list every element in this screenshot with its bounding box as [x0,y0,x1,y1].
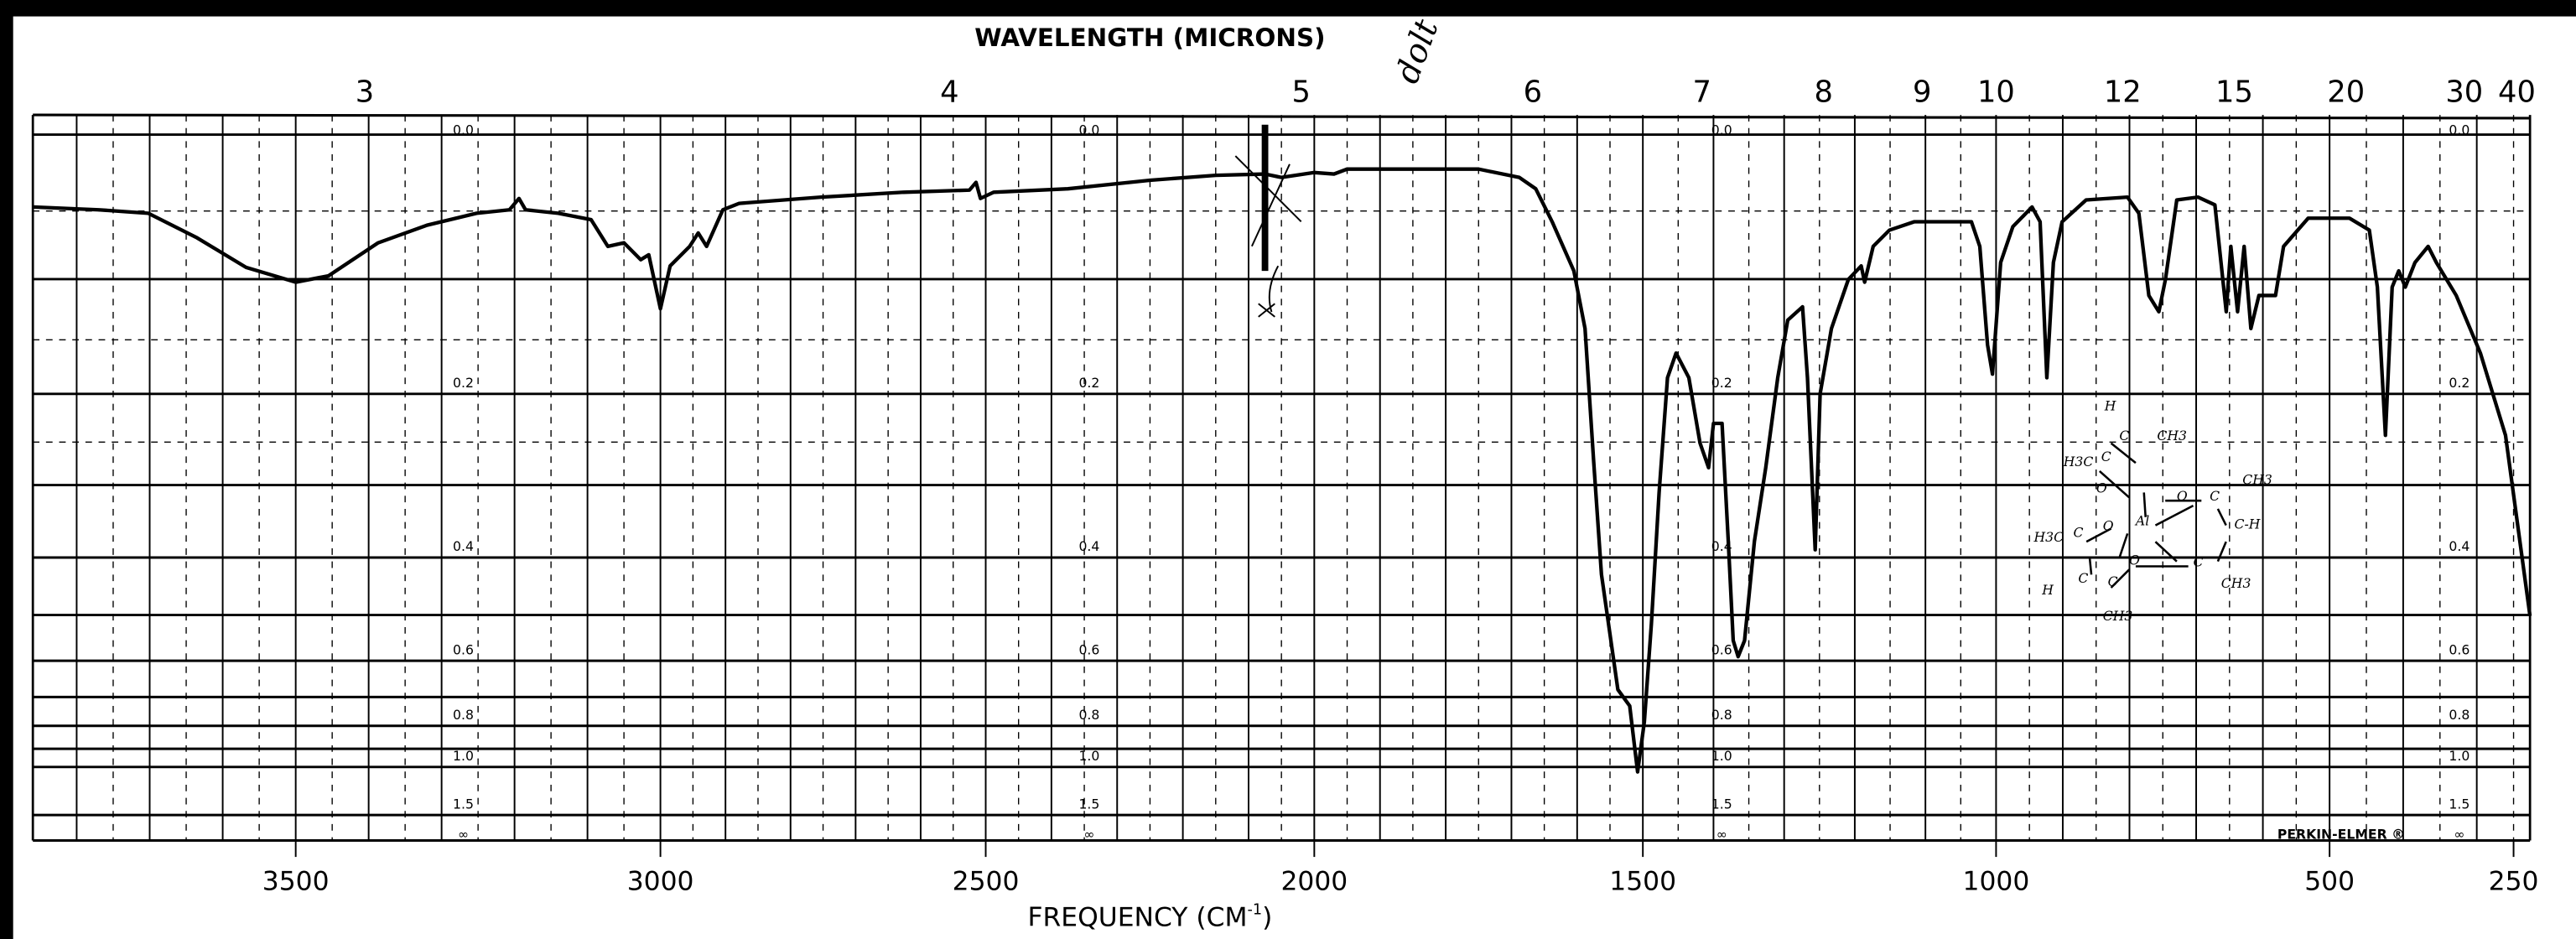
structure-label: C [2210,488,2220,504]
x-axis-label: FREQUENCY (CM-1) [1028,902,1273,933]
structure-label: H3C [2063,454,2094,470]
spectrum-line [33,167,2532,774]
structure-label: C [2078,570,2088,586]
structure-bond [2098,470,2130,499]
micron-tick-labels: 3 4 5 6 7 8 9 10 12 15 20 30 40 [356,75,2536,109]
micron-tick-label: 4 [940,75,958,109]
absorbance-label: 1.0 [1078,748,1099,764]
micron-tick-label: 6 [1524,75,1542,109]
structure-label: C [2119,428,2129,444]
structure-bond [2142,492,2147,517]
structure-label: O [2129,553,2140,568]
structure-bond [2154,541,2178,563]
absorbance-label: 0.6 [1711,641,1732,657]
frequency-tick-label: 1500 [1609,866,1676,896]
structure-label: CH3 [2103,608,2133,624]
micron-tick-label: 40 [2498,75,2536,109]
absorbance-labels: 0.0 0.2 0.4 0.6 0.8 1.0 1.5 ∞ 0.0 0.2 0.4 0.6 0.8 1.0… [453,122,2470,843]
absorbance-label: 0.4 [1078,538,1099,554]
top-black-bar [0,0,2576,17]
frequency-tick-label: 3500 [262,866,330,896]
structure-label: C-H [2234,516,2260,532]
brand-label: PERKIN-ELMER ® [2277,827,2405,843]
micron-tick-label: 5 [1291,75,1310,109]
absorbance-label: 0.2 [1078,375,1099,391]
structure-label: C [2194,554,2204,570]
absorbance-label: 0.0 [1711,122,1732,138]
absorbance-label: 0.2 [2449,375,2470,391]
frequency-tick-label: 250 [2489,866,2539,896]
structure-label: O [2096,480,2107,495]
absorbance-label: 1.5 [1078,796,1099,812]
absorbance-label: 0.0 [1078,122,1099,138]
absorbance-label: 0.8 [453,707,474,723]
absorbance-label: 1.0 [453,748,474,764]
structure-bond [2085,527,2112,543]
structure-label: CH3 [2221,575,2251,591]
structure-bond [2110,442,2137,464]
micron-tick-label: 12 [2104,75,2142,109]
micron-tick-label: 10 [1977,75,2015,109]
structure-bond [2118,532,2129,559]
structure-label: C [2073,524,2083,540]
absorbance-label: 0.0 [2449,122,2470,138]
absorbance-label: 0.2 [453,375,474,391]
structure-label: CH3 [2157,428,2187,444]
grid [31,113,2532,842]
structure-label: Al [2134,513,2149,529]
structure-bond [2216,508,2227,527]
micron-tick-label: 7 [1692,75,1711,109]
structure-bond [2110,568,2131,589]
micron-tick-label: 15 [2215,75,2253,109]
absorbance-label: 0.2 [1711,375,1732,391]
left-black-edge [0,0,13,939]
micron-tick-label: 8 [1814,75,1832,109]
absorbance-label: 1.0 [2449,748,2470,764]
absorbance-label: 0.6 [453,641,474,657]
pen-scribble-mark [1234,124,1302,318]
structure-bond [2154,504,2194,527]
structure-label: H3C [2033,529,2064,545]
frequency-tick-label: 500 [2304,866,2355,896]
structure-bond [2216,541,2227,563]
micron-tick-label: 30 [2445,75,2483,109]
absorbance-label: 0.8 [1078,707,1099,723]
absorbance-label: 0.0 [453,122,474,138]
frequency-tick-label: 3000 [627,866,694,896]
micron-tick-label: 20 [2327,75,2365,109]
absorbance-label: 0.4 [453,538,474,554]
absorbance-label: ∞ [458,827,469,843]
x-axis-label-sup: -1 [1248,902,1263,919]
absorbance-label: 0.6 [2449,641,2470,657]
absorbance-label: ∞ [1716,827,1727,843]
micron-tick-label: 9 [1913,75,1931,109]
absorbance-label: 1.5 [2449,796,2470,812]
structure-label: CH3 [2242,472,2272,488]
frequency-tick-label: 2500 [953,866,1020,896]
absorbance-label: 1.0 [1711,748,1732,764]
handwritten-note: dolt [1389,14,1446,88]
structure-bond [2088,558,2093,575]
frequency-tick-label: 1000 [1963,866,2030,896]
x-axis-label-main: FREQUENCY (CM [1028,902,1248,932]
structure-label: C [2108,573,2118,589]
chart-title: WAVELENGTH (MICRONS) [974,23,1325,52]
structure-label: H [2041,582,2054,598]
absorbance-label: 1.5 [453,796,474,812]
absorbance-label: 0.8 [1711,707,1732,723]
structure-label: C [2101,449,2111,464]
micron-tick-label: 3 [356,75,374,109]
absorbance-label: 0.8 [2449,707,2470,723]
absorbance-label: ∞ [2454,827,2464,843]
absorbance-label: 0.4 [2449,538,2470,554]
absorbance-label: ∞ [1083,827,1094,843]
structure-label: H [2104,398,2116,414]
absorbance-label: 0.6 [1078,641,1099,657]
x-axis-label-close: ) [1262,902,1272,932]
frequency-tick-label: 2000 [1280,866,1348,896]
frequency-tick-labels: 3500 3000 2500 2000 1500 1000 500 250 [262,840,2539,896]
absorbance-label: 1.5 [1711,796,1732,812]
